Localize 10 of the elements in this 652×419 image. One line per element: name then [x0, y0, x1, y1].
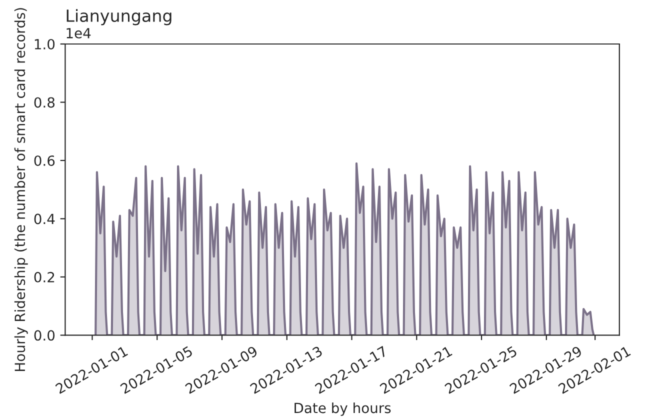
text: 1e4 [66, 28, 91, 38]
y-tick-label: 0.2 [34, 272, 54, 282]
y-tick-label: 0.8 [34, 97, 55, 108]
chart-title: Lianyungang [66, 9, 172, 26]
y-tick-label: 0.0 [34, 330, 55, 341]
y-axis-title: Hourly Ridership (the number of smart card records) [14, 8, 28, 371]
y-tick-label: 0.4 [34, 214, 55, 224]
x-axis-title: Date by hours [294, 402, 391, 416]
y-tick-label: 1.0 [34, 38, 55, 50]
y-tick-label: 0.6 [34, 155, 55, 166]
